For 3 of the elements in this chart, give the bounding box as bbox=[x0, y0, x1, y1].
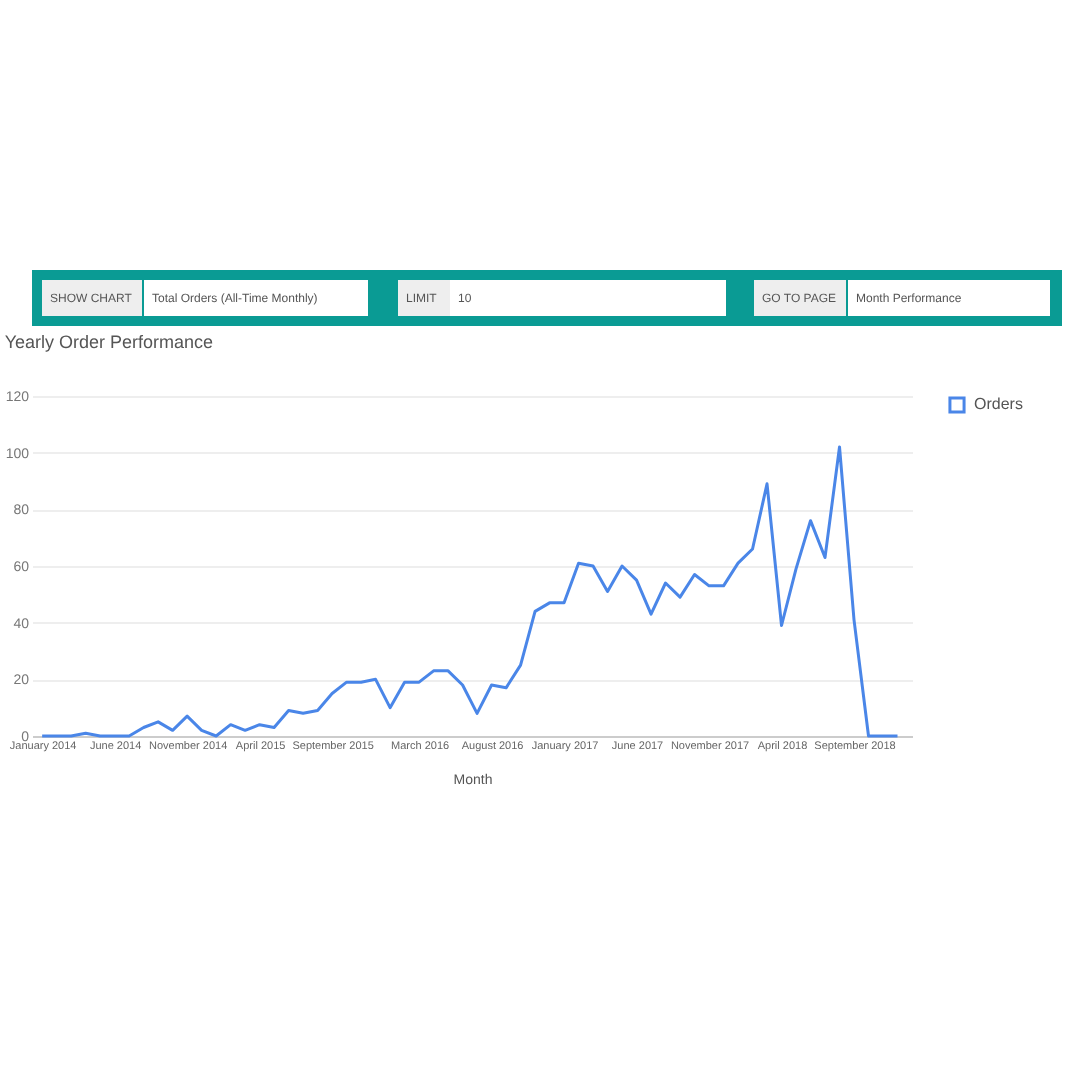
chart-title: Yearly Order Performance bbox=[4, 332, 214, 352]
line-series bbox=[40, 445, 899, 738]
legend-label: Orders bbox=[974, 395, 1023, 413]
